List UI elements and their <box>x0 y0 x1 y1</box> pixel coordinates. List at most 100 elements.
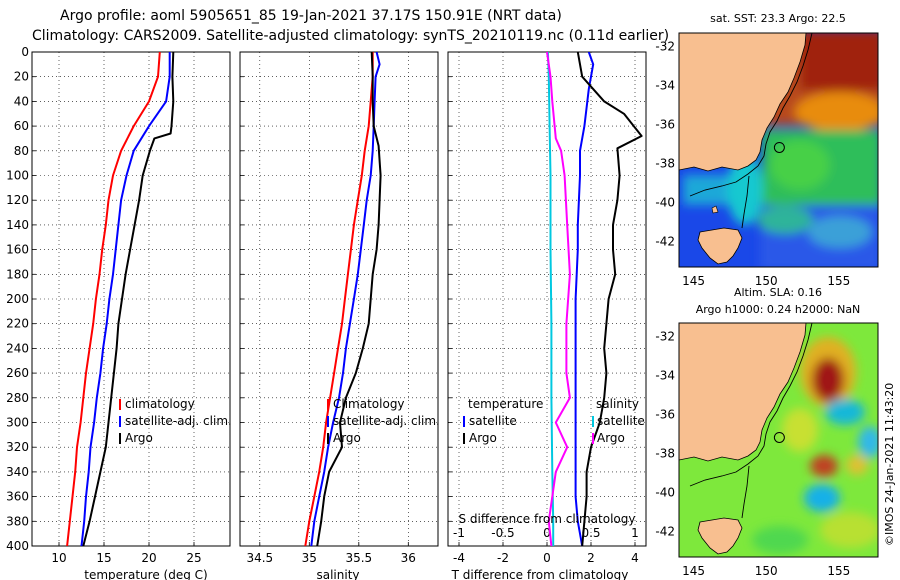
legend-salinity-title: salinity <box>596 397 639 411</box>
y-tick-label: 160 <box>6 243 29 257</box>
y-tick-label: 320 <box>6 440 29 454</box>
lat-tick-label: -36 <box>655 408 675 422</box>
y-tick-label: 60 <box>14 119 29 133</box>
x-tick-label: 36 <box>401 551 416 565</box>
x2-tick-label: -0.5 <box>491 526 514 540</box>
sst-shelf-contour <box>689 33 813 229</box>
legend-label-s-satellite: satellite <box>597 414 645 428</box>
lon-tick-label: 150 <box>755 564 778 578</box>
sla-map-title-2: Argo h1000: 0.24 h2000: NaN <box>696 303 861 316</box>
imos-credit: ©IMOS 24-Jan-2021 11:43:20 <box>883 383 896 546</box>
series-line-argo <box>316 52 382 546</box>
lon-tick-label: 145 <box>682 274 705 288</box>
sst-map <box>679 33 878 267</box>
sla-field <box>752 337 878 554</box>
x-tick-label: 20 <box>141 551 156 565</box>
title-line-2: Climatology: CARS2009. Satellite-adjuste… <box>32 28 669 44</box>
sla-shelf-contour <box>689 323 813 519</box>
sst-map-frame <box>678 32 879 268</box>
x-tick-label: 35 <box>302 551 317 565</box>
legend-temperature-title: temperature <box>468 397 543 411</box>
y-tick-label: 140 <box>6 218 29 232</box>
sla-map-frame <box>678 322 879 558</box>
series-line-temperature-satellite <box>574 52 595 546</box>
sst-field <box>683 33 878 267</box>
y-tick-label: 300 <box>6 416 29 430</box>
y-tick-label: 80 <box>14 144 29 158</box>
y-tick-label: 280 <box>6 391 29 405</box>
legend-label-satellite: satellite-adj. clim. <box>125 414 232 428</box>
y-tick-label: 360 <box>6 490 29 504</box>
salinity-grid <box>240 51 438 547</box>
sla-map-title-1: Altim. SLA: 0.16 <box>734 286 822 299</box>
sst-profile-marker <box>773 141 785 153</box>
title-line-1: Argo profile: aoml 5905651_85 19-Jan-202… <box>60 8 562 24</box>
temperature-series <box>66 52 175 546</box>
legend-label-t-argo: Argo <box>469 431 497 445</box>
x-tick-label: 35.5 <box>345 551 372 565</box>
australia-mainland <box>679 33 807 172</box>
lat-tick-label: -34 <box>655 369 675 383</box>
lat-tick-label: -32 <box>655 40 675 54</box>
y-tick-label: 120 <box>6 193 29 207</box>
series-line-salinity-argo <box>546 52 571 546</box>
series-line-satellite-adj-clim- <box>80 52 171 546</box>
legend-label-satellite: satellite-adj. clim. <box>333 414 440 428</box>
island <box>711 205 719 214</box>
x2-tick-label: 0.5 <box>581 526 600 540</box>
lon-tick-label: 150 <box>755 274 778 288</box>
y-tick-label: 220 <box>6 317 29 331</box>
x-tick-label: 15 <box>96 551 111 565</box>
x-tick-label: -2 <box>497 551 509 565</box>
y-tick-label: 260 <box>6 366 29 380</box>
legend-label-s-argo: Argo <box>597 431 625 445</box>
temperature-grid <box>32 51 230 547</box>
legend-label-climatology: Climatology <box>333 397 405 411</box>
t-difference-x-axis: -4 -2 0 2 4 <box>453 542 639 565</box>
y-tick-label: 0 <box>21 45 29 59</box>
depth-axis: 0 20 40 60 80 100 120 140 160 180 200 220 240 260 280 3… <box>6 45 29 553</box>
legend-label-argo: Argo <box>125 431 153 445</box>
lat-tick-label: -36 <box>655 118 675 132</box>
lat-tick-label: -32 <box>655 330 675 344</box>
x-tick-label: 4 <box>631 551 639 565</box>
temperature-xlabel: temperature (deg C) <box>84 568 207 580</box>
x-tick-label: 25 <box>186 551 201 565</box>
series-line-temperature-argo <box>576 52 643 546</box>
x-tick-label: 10 <box>51 551 66 565</box>
y-tick-label: 100 <box>6 169 29 183</box>
series-line-climatology <box>304 52 374 546</box>
x-tick-label: 0 <box>543 551 551 565</box>
lon-tick-label: 145 <box>682 564 705 578</box>
x-tick-label: 2 <box>587 551 595 565</box>
lon-tick-label: 155 <box>827 564 850 578</box>
legend-label-climatology: climatology <box>125 397 195 411</box>
salinity-xlabel: salinity <box>316 568 359 580</box>
temperature-legend: climatology satellite-adj. clim. Argo <box>119 397 232 445</box>
lon-tick-label: 155 <box>827 274 850 288</box>
t-difference-xlabel: T difference from climatology <box>451 568 629 580</box>
y-tick-label: 200 <box>6 292 29 306</box>
x-tick-label: 34.5 <box>246 551 273 565</box>
lat-tick-label: -38 <box>655 447 675 461</box>
y-tick-label: 40 <box>14 94 29 108</box>
lat-tick-label: -38 <box>655 157 675 171</box>
sla-map <box>679 323 878 557</box>
y-tick-label: 20 <box>14 70 29 84</box>
tasmania <box>697 227 743 265</box>
salinity-x-axis: 34.5 35 35.5 36 <box>246 542 416 565</box>
series-line-climatology <box>66 52 161 546</box>
temperature-x-axis: 10 15 20 25 <box>51 542 202 565</box>
lat-tick-label: -40 <box>655 486 675 500</box>
x2-tick-label: 0 <box>543 526 551 540</box>
lat-tick-label: -42 <box>655 525 675 539</box>
salinity-series <box>304 52 382 546</box>
australia-mainland <box>679 323 807 462</box>
sla-profile-marker <box>773 431 785 443</box>
x2-tick-label: -1 <box>453 526 465 540</box>
salinity-legend: Climatology satellite-adj. clim. Argo <box>327 397 440 445</box>
y-tick-label: 180 <box>6 267 29 281</box>
lat-tick-label: -34 <box>655 79 675 93</box>
difference-grid <box>448 51 646 547</box>
x-tick-label: -4 <box>453 551 465 565</box>
